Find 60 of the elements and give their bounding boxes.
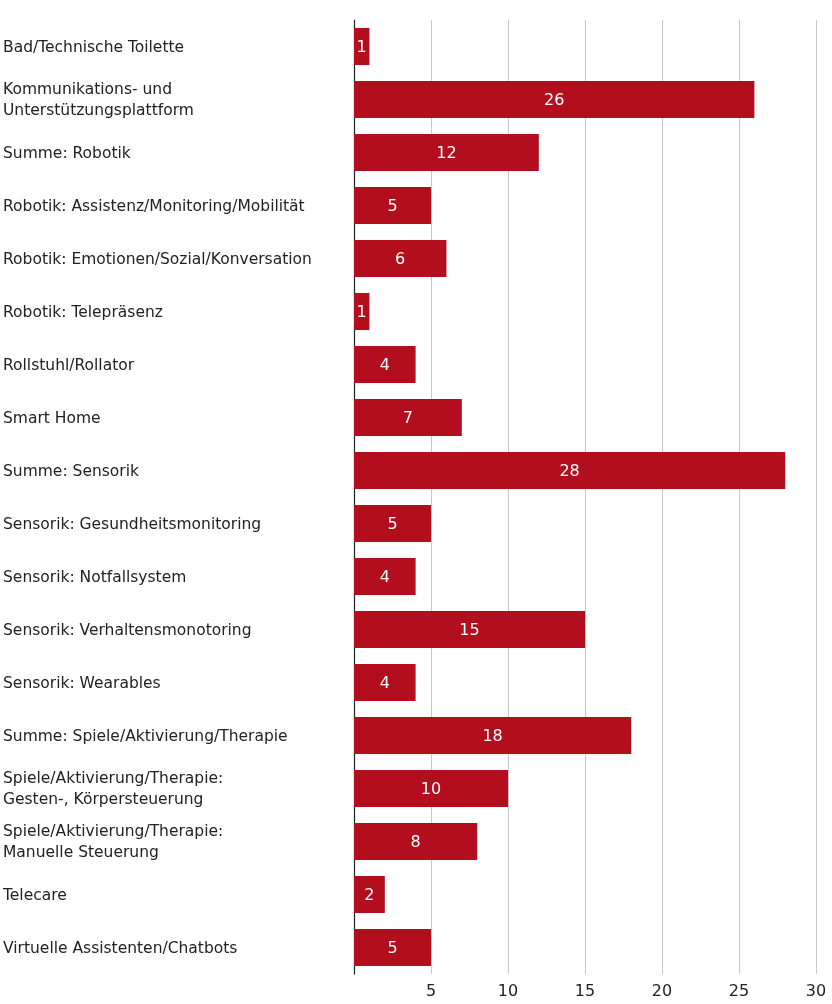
y-tick-label: Bad/Technische Toilette <box>3 37 185 56</box>
y-tick-label: Summe: Spiele/Aktivierung/Therapie <box>3 726 288 745</box>
data-label: 12 <box>436 143 457 162</box>
y-tick-label: Virtuelle Assistenten/Chatbots <box>3 938 238 957</box>
bar <box>354 27 370 66</box>
bar <box>354 928 431 967</box>
x-tick-label: 20 <box>651 980 673 1000</box>
y-tick-label: Smart Home <box>3 408 101 427</box>
bar <box>354 716 632 755</box>
bar <box>354 557 416 596</box>
bar <box>354 292 370 331</box>
bar <box>354 80 755 119</box>
data-label: 28 <box>559 461 580 480</box>
y-tick-label: Summe: Robotik <box>3 143 131 162</box>
y-tick-label: Robotik: Emotionen/Sozial/Konversation <box>3 249 312 268</box>
bar <box>354 239 447 278</box>
data-label: 6 <box>395 249 406 268</box>
bar <box>354 822 478 861</box>
bar <box>354 504 431 543</box>
x-tick-label: 30 <box>805 980 827 1000</box>
y-tick-label: Spiele/Aktivierung/Therapie: Gesten-, Körpersteuerung <box>3 769 224 808</box>
y-tick-label: Sensorik: Wearables <box>3 673 161 692</box>
data-label: 7 <box>402 408 413 427</box>
y-tick-label: Rollstuhl/Rollator <box>3 355 135 374</box>
y-tick-label: Telecare <box>2 885 67 904</box>
data-label: 2 <box>364 885 375 904</box>
bar <box>354 398 462 437</box>
y-tick-label: Robotik: Assistenz/Monitoring/Mobilität <box>3 196 305 215</box>
bar <box>354 133 539 172</box>
y-tick-label: Sensorik: Verhaltensmonotoring <box>3 620 252 639</box>
data-label: 1 <box>356 37 367 56</box>
data-label: 5 <box>387 938 398 957</box>
data-label: 4 <box>379 355 390 374</box>
bar <box>354 875 385 914</box>
data-label: 4 <box>379 567 390 586</box>
y-tick-label: Spiele/Aktivierung/Therapie: Manuelle Steuerung <box>3 822 224 861</box>
bar <box>354 663 416 702</box>
bar <box>354 345 416 384</box>
y-tick-label: Robotik: Telepräsenz <box>3 302 163 321</box>
y-tick-label: Kommunikations- und Unterstützungsplattform <box>3 80 194 119</box>
bar <box>354 769 508 808</box>
data-label: 5 <box>387 196 398 215</box>
data-label: 1 <box>356 302 367 321</box>
y-tick-label: Summe: Sensorik <box>3 461 139 480</box>
y-tick-label: Sensorik: Notfallsystem <box>3 567 187 586</box>
data-label: 5 <box>387 514 398 533</box>
data-label: 15 <box>459 620 480 639</box>
data-label: 26 <box>544 90 565 109</box>
x-tick-label: 10 <box>497 980 519 1000</box>
bar <box>354 610 585 649</box>
data-label: 4 <box>379 673 390 692</box>
bar <box>354 186 431 225</box>
x-tick-label: 25 <box>728 980 750 1000</box>
data-label: 8 <box>410 832 421 851</box>
x-tick-label: 15 <box>574 980 596 1000</box>
y-tick-label: Sensorik: Gesundheitsmonitoring <box>3 514 262 533</box>
x-tick-label: 5 <box>425 980 437 1000</box>
data-label: 18 <box>482 726 503 745</box>
data-label: 10 <box>420 779 442 798</box>
bar <box>354 451 786 490</box>
